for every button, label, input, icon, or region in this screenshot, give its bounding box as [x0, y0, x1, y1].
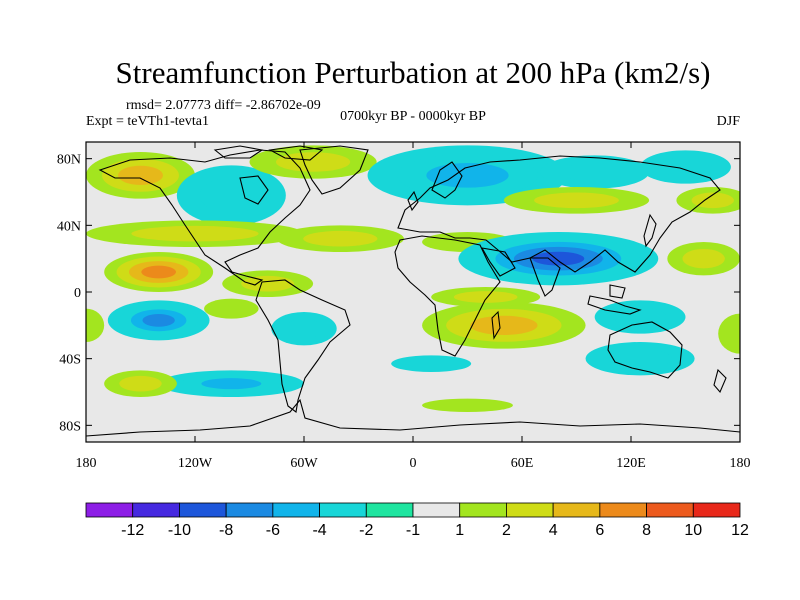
anomaly-6-level-1 — [534, 192, 619, 209]
rmsd-label: rmsd= 2.07773 diff= -2.86702e-09 — [126, 98, 321, 113]
anomaly-14-level-3 — [142, 313, 175, 327]
colorbar-box-6 — [365, 502, 414, 518]
anomaly-1-level-1 — [199, 177, 264, 213]
coast-japan — [643, 213, 657, 248]
colorbar-label-6: -1 — [406, 522, 420, 539]
colorbar-label-0: -12 — [121, 522, 144, 539]
colorbar-box-11 — [599, 502, 647, 518]
colorbar-label-3: -6 — [266, 522, 280, 539]
x-tick-label-1: 120W — [178, 456, 213, 471]
colorbar-box-10 — [552, 502, 601, 518]
coast-new-zealand — [713, 368, 727, 394]
colorbar-label-7: 1 — [455, 522, 464, 539]
colorbar-label-1: -10 — [168, 522, 191, 539]
coast-britain — [407, 190, 419, 212]
coast-australia — [607, 321, 683, 379]
colorbar-label-2: -8 — [219, 522, 233, 539]
colorbar-label-13: 12 — [731, 522, 749, 539]
anomaly-5-level-1 — [659, 157, 712, 177]
colorbar-box-3 — [225, 502, 274, 518]
colorbar-box-2 — [179, 502, 227, 518]
colorbar-label-4: -4 — [312, 522, 326, 539]
y-tick-label-1: 40N — [57, 219, 81, 234]
colorbar-box-0 — [85, 502, 134, 518]
anomaly-25-level-0 — [86, 308, 105, 342]
coast-greenland — [299, 145, 369, 195]
colorbar-box-4 — [272, 502, 320, 518]
x-tick-label-0: 180 — [76, 456, 97, 471]
x-tick-label-6: 180 — [730, 456, 751, 471]
anomaly-7-level-1 — [131, 225, 259, 242]
anomaly-15-level-0 — [204, 298, 259, 319]
season-label: DJF — [717, 114, 741, 129]
coast-madagascar — [491, 310, 501, 340]
coast-arabia — [480, 247, 516, 277]
anomaly-23-level-1 — [407, 358, 455, 369]
colorbar: -12 -10 -8 -6 -4 -2 -1 1 2 4 6 8 10 12 — [85, 502, 749, 539]
y-tick-label-2: 0 — [74, 286, 81, 301]
coast-scandinavia — [431, 161, 463, 199]
anomaly-24-level-0 — [422, 398, 513, 413]
coast-indonesia — [587, 284, 642, 315]
anomaly-27-level-1 — [691, 192, 734, 209]
colorbar-label-9: 4 — [549, 522, 558, 539]
anomaly-18-level-1 — [453, 291, 518, 303]
y-tick-label-3: 40S — [59, 353, 81, 368]
coast-hudson-bay — [239, 175, 269, 205]
colorbar-label-8: 2 — [502, 522, 511, 539]
axis-ticks: 180 120W 60W 0 60E 120E 180 80N 40N 0 40S 80S — [57, 142, 751, 471]
coast-north-america — [98, 149, 311, 286]
anomaly-16-level-1 — [284, 318, 324, 339]
colorbar-box-12 — [646, 502, 694, 518]
anomaly-12-level-3 — [141, 265, 177, 279]
colorbar-box-8 — [459, 502, 507, 518]
colorbar-box-5 — [319, 502, 367, 518]
anomaly-2-level-1 — [275, 152, 351, 172]
colorbar-label-11: 8 — [642, 522, 651, 539]
anomaly-22-level-1 — [119, 375, 162, 392]
anomaly-8-level-1 — [303, 230, 378, 247]
coast-india — [529, 257, 561, 297]
x-tick-label-4: 60E — [511, 456, 534, 471]
coast-africa — [394, 235, 501, 357]
anomaly-0-level-2 — [118, 165, 163, 185]
anomaly-21-level-2 — [201, 378, 262, 390]
colorbar-box-13 — [692, 502, 741, 518]
anomaly-13-level-1 — [241, 275, 295, 292]
colorbar-label-10: 6 — [595, 522, 604, 539]
colorbar-label-5: -2 — [359, 522, 373, 539]
anomaly-11-level-1 — [682, 248, 725, 269]
colorbar-label-12: 10 — [684, 522, 702, 539]
x-tick-label-3: 0 — [410, 456, 417, 471]
colorbar-box-1 — [132, 502, 180, 518]
anomaly-3-level-2 — [426, 162, 509, 188]
contour-fill-layer — [86, 145, 740, 413]
period-label: 0700kyr BP - 0000kyr BP — [340, 109, 486, 124]
coast-antarctica — [86, 398, 740, 437]
anomaly-10-level-4 — [532, 251, 585, 266]
expt-label: Expt = teVTh1-tevta1 — [86, 114, 209, 129]
anomaly-19-level-1 — [613, 307, 667, 327]
coast-arctic-islands — [213, 145, 324, 161]
coast-eurasia — [397, 155, 721, 273]
anomaly-4-level-1 — [562, 162, 627, 182]
coast-south-america — [255, 279, 351, 413]
anomaly-20-level-1 — [608, 348, 672, 369]
colorbar-box-7 — [412, 502, 461, 518]
chart-title: Streamfunction Perturbation at 200 hPa (… — [116, 55, 711, 90]
x-tick-label-2: 60W — [290, 456, 318, 471]
anomaly-26-level-0 — [718, 313, 740, 354]
x-tick-label-5: 120E — [616, 456, 646, 471]
coastline-layer — [86, 145, 740, 437]
y-tick-label-0: 80N — [57, 153, 81, 168]
colorbar-box-9 — [506, 502, 554, 518]
y-tick-label-4: 80S — [59, 419, 81, 434]
anomaly-17-level-2 — [470, 315, 538, 335]
map-panel: 180 120W 60W 0 60E 120E 180 80N 40N 0 40S 80S — [57, 141, 751, 471]
